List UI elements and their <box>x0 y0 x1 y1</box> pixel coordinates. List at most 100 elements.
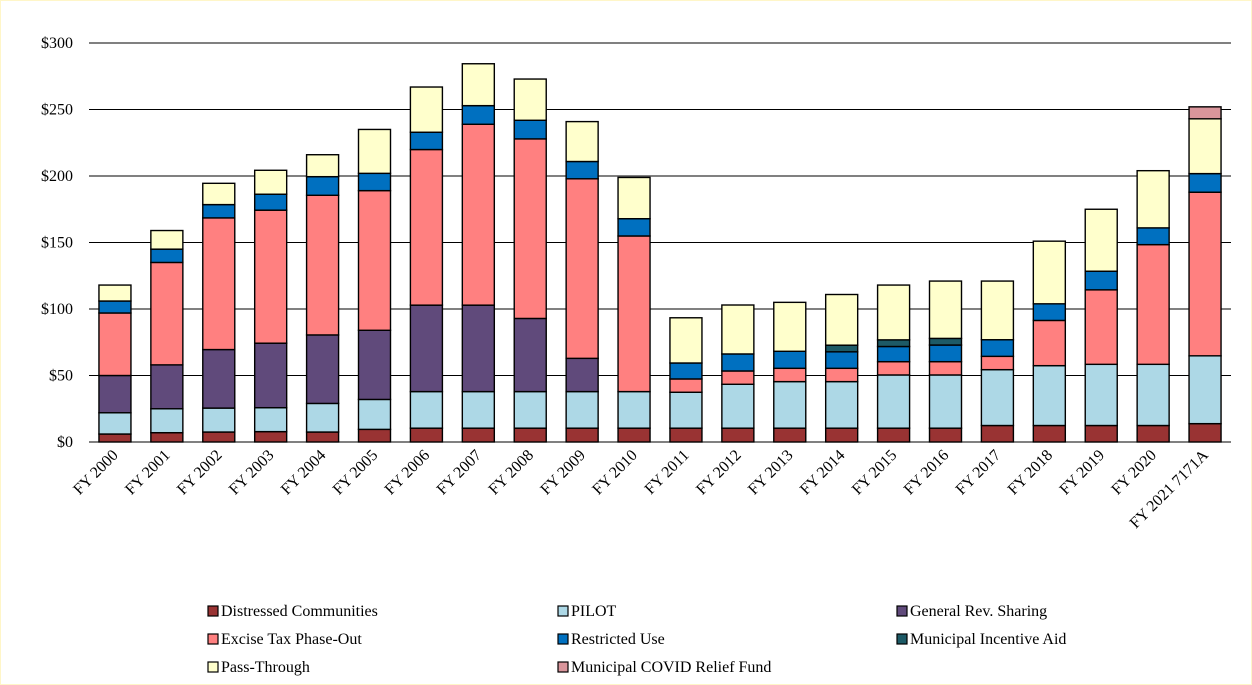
bar-segment <box>513 78 547 121</box>
bar-segment <box>98 374 132 414</box>
bar-segment <box>409 304 444 393</box>
x-tick-label: FY 2020 <box>1108 447 1160 499</box>
legend-swatch <box>557 605 569 617</box>
bar-segment <box>461 63 496 107</box>
bar-segment <box>928 360 963 376</box>
bar-segment <box>202 431 236 443</box>
bar-segment <box>1188 355 1222 425</box>
bar-segment <box>305 402 340 433</box>
legend-swatch <box>207 605 219 617</box>
bar-segment <box>150 261 184 366</box>
bar-segment <box>980 280 1015 341</box>
y-tick-label: $0 <box>57 434 73 451</box>
legend-label: Excise Tax Phase-Out <box>221 631 362 648</box>
bar-segment <box>1188 118 1222 175</box>
bar-segment <box>253 406 288 433</box>
bar-segment <box>721 370 755 385</box>
bar-segment <box>980 339 1015 358</box>
bar-segment <box>773 427 807 443</box>
bar-segment <box>824 293 859 346</box>
bar-segment <box>1136 424 1170 443</box>
legend-swatch <box>557 661 569 673</box>
legend-label: General Rev. Sharing <box>910 603 1047 620</box>
y-tick-label: $200 <box>41 168 73 185</box>
bar-segment <box>150 364 184 410</box>
bar-segment <box>409 390 444 429</box>
legend-swatch <box>896 605 908 617</box>
bar-segment <box>1188 422 1222 443</box>
bar-segment <box>876 427 911 443</box>
bar-segment <box>202 182 236 206</box>
x-tick-label: FY 2018 <box>1005 447 1057 499</box>
bar-segment <box>669 391 703 429</box>
bar-segment <box>1188 172 1222 193</box>
bar-segment <box>824 427 859 443</box>
bar-segment <box>773 380 807 429</box>
bar-segment <box>980 368 1015 427</box>
bar-segment <box>513 427 547 443</box>
x-tick-label: FY 2015 <box>849 447 901 499</box>
bar-segment <box>202 217 236 351</box>
y-tick-label: $300 <box>41 35 73 52</box>
x-tick-label: FY 2001 <box>122 447 174 499</box>
bar-segment <box>565 357 599 393</box>
legend-swatch <box>557 633 569 645</box>
bar-segment <box>1136 363 1170 427</box>
x-tick-label: FY 2013 <box>745 447 797 499</box>
bar-segment <box>669 427 703 443</box>
x-tick-label: FY 2007 <box>434 447 486 499</box>
x-tick-label: FY 2002 <box>174 447 226 499</box>
bar-segment <box>409 427 444 443</box>
bar-segment <box>98 300 132 314</box>
bar-segment <box>1188 191 1222 357</box>
bar-segment <box>669 317 703 364</box>
y-tick-label: $50 <box>49 368 73 385</box>
bar-segment <box>565 178 599 360</box>
bar-segment <box>357 428 392 443</box>
bar-segment <box>721 353 755 372</box>
bar-segment <box>669 362 703 380</box>
bar-segment <box>721 383 755 429</box>
bar-segment <box>773 301 807 352</box>
bar-segment <box>928 337 963 346</box>
x-tick-label: FY 2004 <box>278 447 330 499</box>
bar-segment <box>617 427 651 443</box>
bar-segment <box>1136 227 1170 246</box>
y-tick-label: $250 <box>41 102 73 119</box>
bar-segment <box>928 344 963 363</box>
bar-segment <box>565 427 599 443</box>
x-tick-label: FY 2019 <box>1057 447 1109 499</box>
bar-segment <box>1032 303 1067 322</box>
bar-segment <box>98 284 132 302</box>
bar-segment <box>1084 424 1118 443</box>
x-tick-label: FY 2016 <box>901 447 953 499</box>
legend-label: Restricted Use <box>571 631 665 648</box>
bar-segment <box>824 380 859 429</box>
x-tick-label: FY 2006 <box>382 447 434 499</box>
bar-segment <box>876 345 911 363</box>
x-tick-label: FY 2008 <box>486 447 538 499</box>
bar-segment <box>357 329 392 401</box>
bar-segment <box>876 339 911 348</box>
bar-segment <box>461 104 496 125</box>
bar-segment <box>1032 240 1067 305</box>
bar-segment <box>513 390 547 429</box>
bar-segment <box>617 176 651 220</box>
bar-segment <box>150 408 184 434</box>
bar-segment <box>513 138 547 320</box>
bar-segment <box>824 351 859 370</box>
bar-segment <box>150 248 184 264</box>
legend-label: PILOT <box>571 603 617 620</box>
bar-segment <box>409 131 444 151</box>
x-tick-label: FY 2003 <box>226 447 278 499</box>
bar-segment <box>357 172 392 192</box>
bar-segment <box>305 334 340 405</box>
bar-segment <box>461 304 496 393</box>
bar-segment <box>253 193 288 211</box>
bar-segment <box>461 123 496 306</box>
bar-segment <box>928 280 963 340</box>
bar-segment <box>1084 363 1118 427</box>
bar-segment <box>253 209 288 344</box>
